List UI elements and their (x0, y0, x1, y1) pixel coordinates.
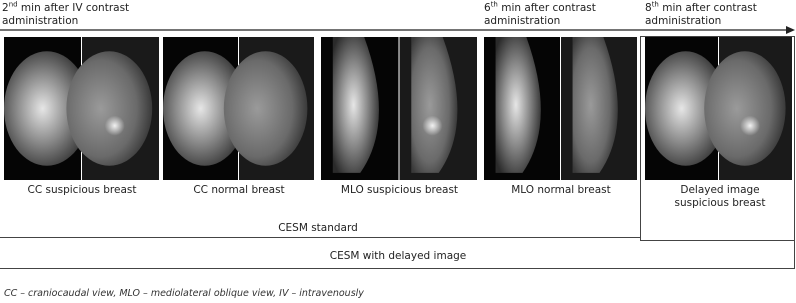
mammogram-image (66, 37, 159, 180)
mammogram-image (645, 37, 727, 180)
mammogram-image (484, 37, 560, 180)
breast-shape (572, 37, 618, 173)
mammogram-image (223, 37, 314, 180)
delayed-bracket (0, 240, 795, 269)
lesion (740, 115, 761, 136)
lesion (422, 115, 443, 136)
time-label: 6th min after contrast administration (484, 0, 596, 27)
panel-label: MLO normal breast (511, 184, 611, 196)
panel-label: CC normal breast (193, 184, 285, 196)
mammogram-image (704, 37, 792, 180)
breast-shape (66, 51, 153, 166)
lesion (104, 115, 125, 136)
mammogram-image (561, 37, 637, 180)
timeline-arrowhead (786, 26, 795, 34)
breast-shape (223, 51, 308, 166)
caption: CC – craniocaudal view, MLO – mediolater… (4, 288, 364, 299)
panel-label: MLO suspicious breast (340, 184, 459, 196)
bracket-label: CESM standard (278, 222, 358, 234)
mammogram-image (321, 37, 399, 180)
delayed-box (640, 36, 795, 241)
breast-shape (4, 51, 90, 166)
standard-bracket (0, 180, 641, 238)
panel-label: CC suspicious breast (27, 184, 137, 196)
mammogram-image (4, 37, 90, 180)
panel-label: Delayed image suspicious breast (674, 184, 766, 209)
breast-shape (645, 51, 727, 166)
breast-shape (332, 37, 379, 173)
mammogram-image (399, 37, 477, 180)
time-label: 8th min after contrast administration (645, 0, 757, 27)
breast-shape (411, 37, 458, 173)
bracket-label: CESM with delayed image (329, 250, 467, 262)
breast-shape (163, 51, 247, 166)
breast-shape (704, 51, 786, 166)
time-label: 2nd min after IV contrast administration (2, 0, 130, 27)
breast-shape (495, 37, 541, 173)
